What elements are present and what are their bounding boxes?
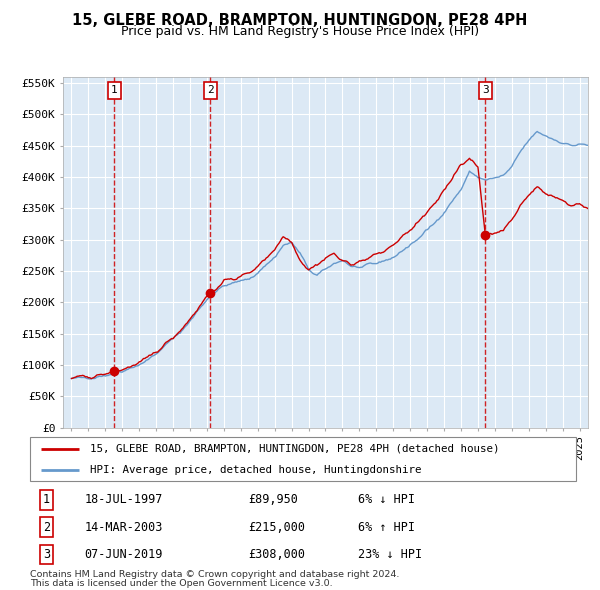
Text: 14-MAR-2003: 14-MAR-2003 xyxy=(85,520,163,533)
Text: 15, GLEBE ROAD, BRAMPTON, HUNTINGDON, PE28 4PH (detached house): 15, GLEBE ROAD, BRAMPTON, HUNTINGDON, PE… xyxy=(90,444,500,454)
Text: £308,000: £308,000 xyxy=(248,548,305,561)
Text: 1: 1 xyxy=(43,493,50,506)
Text: Price paid vs. HM Land Registry's House Price Index (HPI): Price paid vs. HM Land Registry's House … xyxy=(121,25,479,38)
Text: 23% ↓ HPI: 23% ↓ HPI xyxy=(358,548,422,561)
Text: 15, GLEBE ROAD, BRAMPTON, HUNTINGDON, PE28 4PH: 15, GLEBE ROAD, BRAMPTON, HUNTINGDON, PE… xyxy=(73,13,527,28)
Text: 18-JUL-1997: 18-JUL-1997 xyxy=(85,493,163,506)
Text: 07-JUN-2019: 07-JUN-2019 xyxy=(85,548,163,561)
Text: This data is licensed under the Open Government Licence v3.0.: This data is licensed under the Open Gov… xyxy=(30,579,332,588)
Text: £89,950: £89,950 xyxy=(248,493,298,506)
Text: 6% ↑ HPI: 6% ↑ HPI xyxy=(358,520,415,533)
Text: 3: 3 xyxy=(43,548,50,561)
Text: 2: 2 xyxy=(207,86,214,96)
Text: 6% ↓ HPI: 6% ↓ HPI xyxy=(358,493,415,506)
Text: £215,000: £215,000 xyxy=(248,520,305,533)
Text: 2: 2 xyxy=(43,520,50,533)
Text: Contains HM Land Registry data © Crown copyright and database right 2024.: Contains HM Land Registry data © Crown c… xyxy=(30,570,400,579)
Text: 1: 1 xyxy=(111,86,118,96)
Text: 3: 3 xyxy=(482,86,489,96)
FancyBboxPatch shape xyxy=(30,437,576,481)
Text: HPI: Average price, detached house, Huntingdonshire: HPI: Average price, detached house, Hunt… xyxy=(90,465,422,475)
